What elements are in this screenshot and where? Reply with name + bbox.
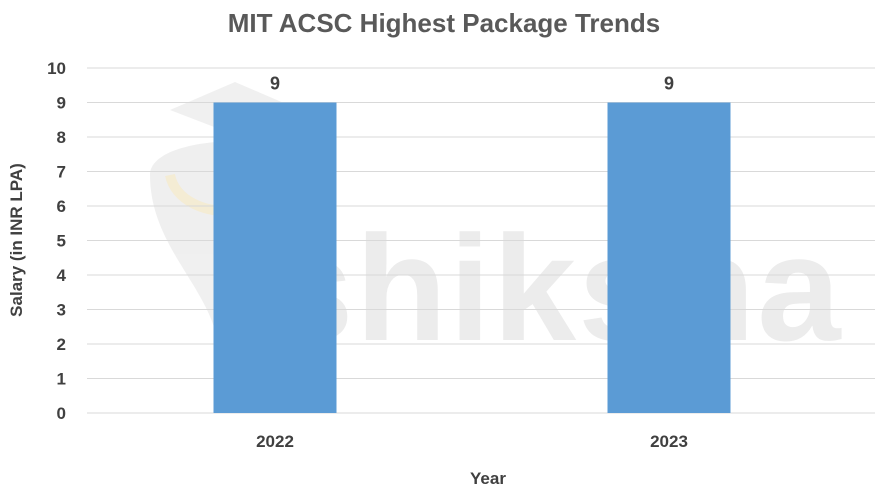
data-label-2022: 9	[270, 74, 280, 94]
watermark-text: shiksha	[270, 204, 843, 372]
y-tick-label: 5	[57, 232, 66, 251]
y-tick-label: 6	[57, 197, 66, 216]
bar-2023	[607, 102, 731, 413]
y-tick-label: 0	[57, 404, 66, 423]
y-tick-label: 8	[57, 128, 66, 147]
y-tick-label: 1	[57, 370, 66, 389]
bar-2022	[213, 102, 337, 413]
y-tick-label: 3	[57, 301, 66, 320]
y-tick-label: 9	[57, 94, 66, 113]
x-tick-label-2023: 2023	[650, 432, 688, 451]
x-tick-label-2022: 2022	[256, 432, 294, 451]
y-tick-label: 7	[57, 163, 66, 182]
x-axis-ticks: 2022 2023	[256, 432, 688, 451]
y-tick-label: 2	[57, 335, 66, 354]
x-axis-label: Year	[470, 469, 506, 488]
y-tick-label: 10	[47, 59, 66, 78]
chart-title: MIT ACSC Highest Package Trends	[228, 8, 660, 38]
data-label-2023: 9	[664, 74, 674, 94]
y-tick-label: 4	[57, 266, 67, 285]
y-axis-label: Salary (in INR LPA)	[7, 163, 26, 317]
y-axis-ticks: 0 1 2 3 4 5 6 7 8 9 10	[47, 59, 66, 423]
bars	[213, 102, 731, 413]
